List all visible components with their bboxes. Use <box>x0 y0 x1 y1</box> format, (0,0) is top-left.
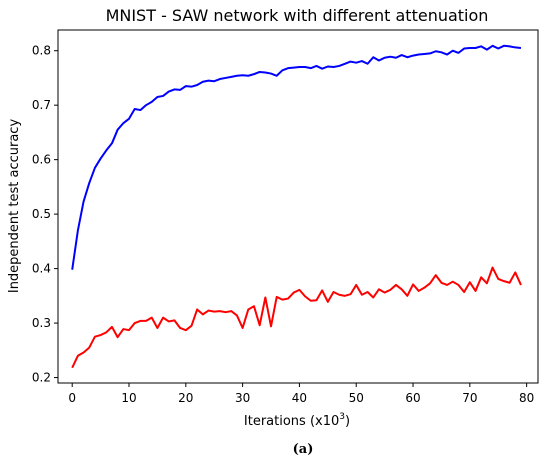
plot-frame <box>57 29 539 384</box>
x-axis: 0 10 20 30 40 50 60 70 80 <box>68 383 534 405</box>
x-tick-label: 80 <box>519 391 534 405</box>
x-tick-label: 40 <box>292 391 307 405</box>
x-tick-label: 0 <box>68 391 76 405</box>
series-line-1 <box>71 44 522 270</box>
series-line-2 <box>71 266 522 369</box>
y-tick-label: 0.3 <box>32 316 51 330</box>
y-tick-label: 0.6 <box>32 153 51 167</box>
x-axis-label: Iterations (x103) <box>244 412 350 429</box>
x-tick-label: 70 <box>462 391 477 405</box>
x-axis-label-exponent: 3 <box>339 412 345 422</box>
y-tick-label: 0.5 <box>32 207 51 221</box>
y-tick-label: 0.4 <box>32 262 51 276</box>
x-tick-label: 60 <box>405 391 420 405</box>
x-tick-label: 10 <box>121 391 136 405</box>
plot-series <box>71 44 522 369</box>
x-tick-label: 30 <box>235 391 250 405</box>
chart-title: MNIST - SAW network with different atten… <box>106 6 489 25</box>
y-axis-label: Independent test accuracy <box>7 119 22 294</box>
figure-caption: (a) <box>293 442 314 457</box>
x-axis-label-close: ) <box>345 414 350 429</box>
y-tick-label: 0.2 <box>32 371 51 385</box>
x-axis-label-text: Iterations (x10 <box>244 414 339 429</box>
y-axis: 0.2 0.3 0.4 0.5 0.6 0.7 0.8 <box>32 44 58 385</box>
x-tick-label: 50 <box>349 391 364 405</box>
y-tick-label: 0.8 <box>32 44 51 58</box>
x-tick-label: 20 <box>178 391 193 405</box>
y-tick-label: 0.7 <box>32 98 51 112</box>
